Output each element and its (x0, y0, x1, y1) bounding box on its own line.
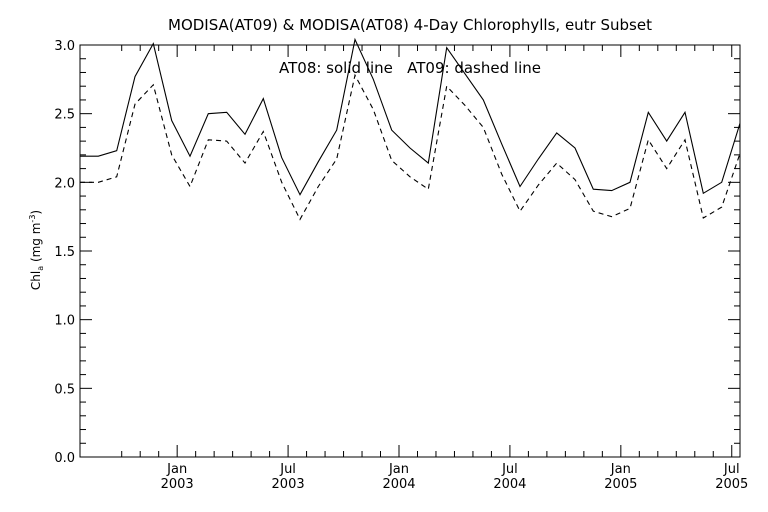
x-tick-label-month: Jan (388, 462, 409, 477)
x-tick-label-year: 2005 (604, 477, 637, 492)
y-axis-label-close: ) (29, 210, 43, 215)
x-tick-label-month: Jul (501, 462, 518, 477)
chart-title: MODISA(AT09) & MODISA(AT08) 4-Day Chloro… (168, 16, 652, 34)
x-tick-label-year: 2004 (382, 477, 415, 492)
y-tick-label: 0.0 (54, 451, 75, 466)
x-axis: Jan2003Jul2003Jan2004Jul2004Jan2005Jul20… (121, 45, 748, 492)
x-tick-label-month: Jul (723, 462, 740, 477)
y-tick-label: 0.5 (54, 382, 75, 397)
x-tick-label-year: 2005 (715, 477, 748, 492)
y-axis-label-exp: -3 (28, 215, 37, 223)
x-tick-label-year: 2003 (272, 477, 305, 492)
plot-frame (79, 44, 741, 458)
y-tick-label: 2.5 (54, 108, 75, 123)
y-axis-label-unit: (mg m (29, 223, 43, 266)
series-group (80, 37, 741, 221)
y-axis-label-sub: a (36, 266, 45, 271)
legend-text: AT08: solid line AT09: dashed line (279, 59, 541, 77)
y-axis-label-main: Chl (29, 271, 43, 290)
x-tick-label-month: Jan (166, 462, 187, 477)
series-line-at09 (80, 73, 741, 221)
y-tick-label: 1.0 (54, 314, 75, 329)
y-tick-label: 2.0 (54, 176, 75, 191)
y-tick-label: 3.0 (54, 39, 75, 54)
x-tick-label-month: Jan (610, 462, 631, 477)
y-tick-label: 1.5 (54, 245, 75, 260)
x-tick-label-year: 2004 (493, 477, 526, 492)
y-axis-label: Chla (mg m-3) (28, 210, 45, 290)
x-tick-label-month: Jul (279, 462, 296, 477)
series-line-at08 (80, 37, 741, 196)
y-axis: 0.0 0.5 1.0 1.5 2.0 2.5 3.0 (54, 39, 740, 466)
x-tick-label-year: 2003 (161, 477, 194, 492)
